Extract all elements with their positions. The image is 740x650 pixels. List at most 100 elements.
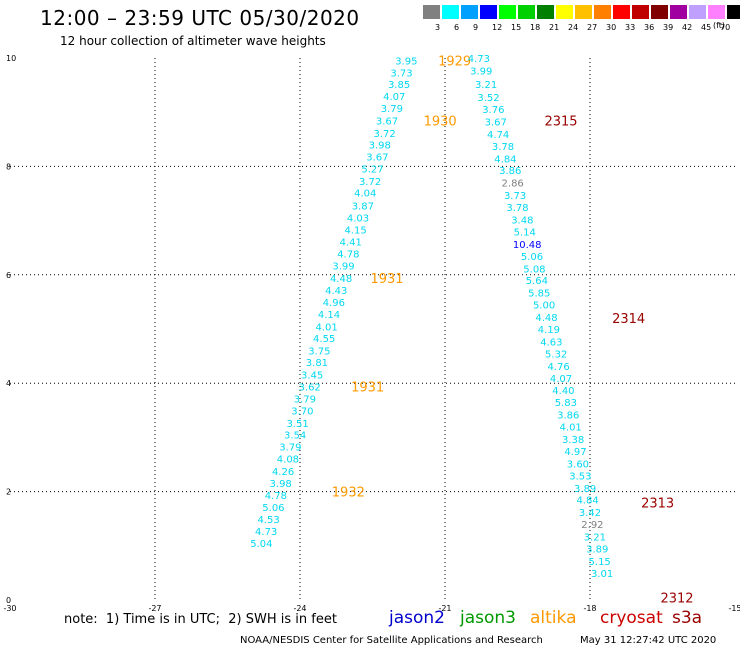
data-point-cryosat: 5.00	[533, 301, 555, 312]
y-tick-label: 2	[6, 488, 11, 497]
data-point-cryosat: 3.42	[579, 508, 601, 519]
pass-time-label-altika: 1932	[332, 486, 365, 501]
data-point-cryosat: 3.52	[477, 93, 499, 104]
data-point-cryosat: 4.63	[540, 337, 562, 348]
footer-note: note: 1) Time is in UTC; 2) SWH is in fe…	[64, 612, 337, 627]
pass-time-label-altika: 1929	[438, 55, 471, 70]
data-point-altika: 3.79	[294, 394, 316, 405]
data-point-cryosat: 5.83	[555, 398, 577, 409]
color-scale-label: 15	[511, 23, 522, 32]
data-point-altika: 5.06	[262, 503, 284, 514]
color-swatch	[632, 5, 649, 19]
data-point-altika: 4.08	[277, 455, 299, 466]
data-point-cryosat: 3.21	[475, 80, 497, 91]
data-point-cryosat: 4.73	[468, 54, 490, 65]
data-point-cryosat: 3.60	[567, 459, 589, 470]
data-point-altika: 3.54	[284, 431, 306, 442]
data-point-altika: 3.81	[306, 358, 328, 369]
data-point-cryosat: 4.01	[560, 423, 582, 434]
data-point-altika: 3.72	[373, 129, 395, 140]
data-point-cryosat: 4.97	[564, 447, 586, 458]
data-point-altika: 3.98	[369, 141, 391, 152]
color-swatch	[480, 5, 497, 19]
data-point-altika: 3.98	[270, 479, 292, 490]
data-point-altika: 4.03	[347, 213, 369, 224]
color-scale-cell	[707, 5, 726, 19]
data-point-altika: 4.01	[315, 322, 337, 333]
y-tick-label: 4	[6, 379, 11, 388]
data-point-altika: 3.70	[291, 406, 313, 417]
pass-time-label-cryosat: 2315	[544, 114, 577, 129]
color-scale-label: 3	[435, 23, 441, 32]
satellite-label-s3a: s3a	[672, 608, 703, 628]
data-point-cryosat: 5.06	[521, 252, 543, 263]
color-scale-legend: 3 6 9 12 15 18 21 24 27 30 33 36 39 42 45 70	[422, 5, 740, 32]
credit-text: NOAA/NESDIS Center for Satellite Applica…	[240, 635, 543, 646]
color-swatch	[461, 5, 478, 19]
data-point-altika: 4.78	[265, 491, 287, 502]
data-point-cryosat: 4.19	[538, 325, 560, 336]
color-swatch	[556, 5, 573, 19]
color-swatch	[499, 5, 516, 19]
satellite-label-cryosat: cryosat	[600, 608, 663, 628]
data-point-cryosat: 3.53	[569, 471, 591, 482]
color-scale-cell	[726, 5, 740, 19]
color-scale-cell	[422, 5, 441, 19]
chart-title: 12:00 – 23:59 UTC 05/30/2020	[40, 6, 360, 30]
pass-time-label-altika: 1931	[370, 272, 403, 287]
color-scale-label: 12	[492, 23, 503, 32]
y-tick-label: 8	[6, 162, 11, 171]
data-point-cryosat: 3.99	[470, 66, 492, 77]
color-scale-cell	[498, 5, 517, 19]
color-scale-label: 33	[625, 23, 636, 32]
color-swatch	[518, 5, 535, 19]
data-point-cryosat: 3.76	[482, 105, 504, 116]
data-point-altika: 3.95	[395, 57, 417, 68]
data-point-altika: 4.78	[337, 250, 359, 261]
color-scale-label: 27	[587, 23, 598, 32]
color-scale-cell	[479, 5, 498, 19]
color-scale-label: 36	[644, 23, 655, 32]
data-point-altika: 4.26	[272, 467, 294, 478]
data-point-cryosat: 4.74	[487, 130, 509, 141]
data-point-altika: 3.99	[332, 262, 354, 273]
data-point-altika: 3.62	[299, 382, 321, 393]
data-point-altika: 4.43	[325, 286, 347, 297]
data-point-altika: 4.73	[255, 527, 277, 538]
x-tick-label: -18	[583, 604, 596, 613]
data-point-cryosat: 3.89	[586, 545, 608, 556]
data-point-altika: 3.75	[308, 347, 330, 358]
color-swatch	[442, 5, 459, 19]
color-scale-cell	[669, 5, 688, 19]
data-point-altika: 3.45	[301, 371, 323, 382]
data-point-cryosat: 3.48	[511, 216, 533, 227]
data-point-cryosat: 3.86	[557, 411, 579, 422]
color-swatch	[423, 5, 440, 19]
x-tick-label: -27	[148, 604, 161, 613]
data-point-altika: 3.67	[366, 153, 388, 164]
data-point-cryosat: 3.78	[506, 203, 528, 214]
chart-subtitle: 12 hour collection of altimeter wave hei…	[60, 34, 326, 48]
data-point-cryosat: 5.14	[514, 227, 536, 238]
data-point-cryosat: 4.07	[550, 374, 572, 385]
y-tick-label: 0	[6, 596, 11, 605]
color-scale-cell	[593, 5, 612, 19]
color-scale-cell	[460, 5, 479, 19]
color-swatch	[594, 5, 611, 19]
x-tick-label: -21	[438, 604, 451, 613]
color-swatch	[537, 5, 554, 19]
pass-time-label-cryosat: 2312	[660, 591, 693, 606]
data-point-altika: 3.87	[352, 201, 374, 212]
data-point-cryosat: 5.32	[545, 349, 567, 360]
data-point-cryosat: 2.86	[502, 179, 524, 190]
satellite-label-jason2: jason2	[389, 608, 445, 628]
data-point-altika: 4.48	[330, 274, 352, 285]
satellite-label-jason3: jason3	[460, 608, 516, 628]
data-point-altika: 3.51	[286, 419, 308, 430]
color-scale-cell	[612, 5, 631, 19]
data-point-cryosat: 3.01	[591, 569, 613, 580]
color-scale-cell	[574, 5, 593, 19]
y-tick-label: 6	[6, 271, 11, 280]
credit-timestamp: May 31 12:27:42 UTC 2020	[580, 635, 717, 646]
